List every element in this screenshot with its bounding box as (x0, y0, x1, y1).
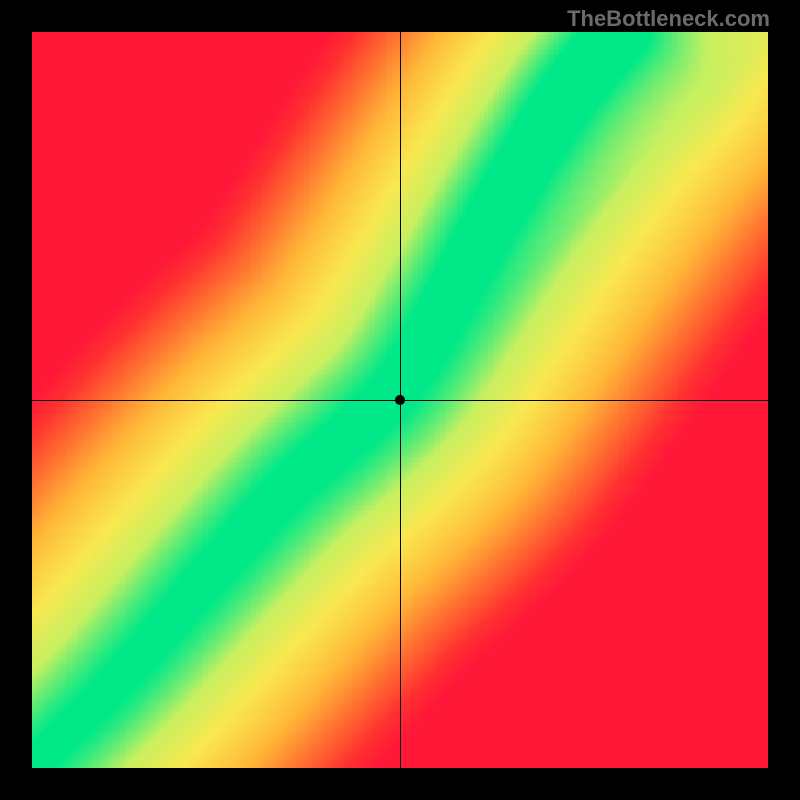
watermark-text: TheBottleneck.com (567, 6, 770, 32)
bottleneck-heatmap (32, 32, 768, 768)
